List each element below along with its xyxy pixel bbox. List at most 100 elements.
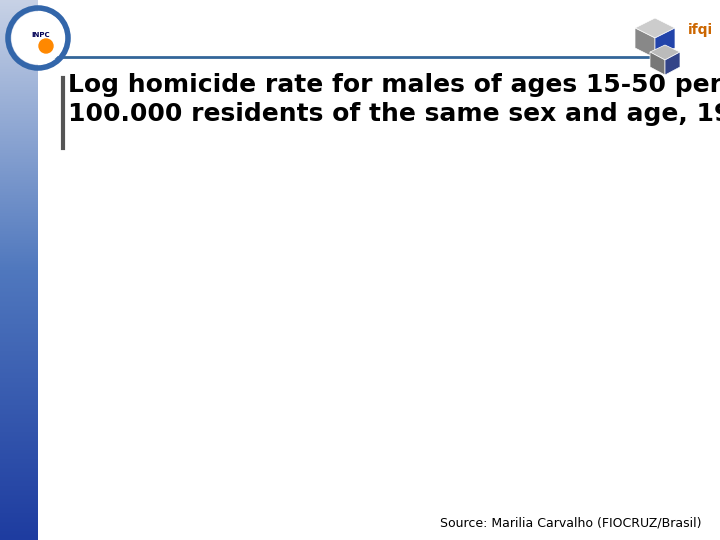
- Bar: [0, 384, 38, 385]
- Bar: [0, 368, 38, 369]
- Bar: [0, 429, 38, 430]
- Bar: [0, 29, 38, 30]
- Bar: [0, 522, 38, 523]
- Bar: [0, 160, 38, 161]
- Bar: [0, 327, 38, 328]
- Bar: [0, 224, 38, 225]
- Bar: [0, 374, 38, 375]
- Bar: [0, 445, 38, 446]
- Bar: [0, 433, 38, 434]
- Bar: [0, 183, 38, 184]
- Bar: [0, 148, 38, 149]
- Bar: [0, 149, 38, 150]
- Bar: [0, 339, 38, 340]
- Bar: [0, 474, 38, 475]
- Bar: [0, 10, 38, 11]
- Bar: [0, 487, 38, 488]
- Bar: [0, 484, 38, 485]
- Bar: [0, 131, 38, 132]
- Bar: [0, 109, 38, 110]
- Bar: [0, 59, 38, 60]
- Bar: [0, 40, 38, 41]
- Bar: [0, 2, 38, 3]
- Bar: [0, 310, 38, 311]
- Bar: [0, 281, 38, 282]
- Bar: [0, 536, 38, 537]
- Bar: [0, 55, 38, 56]
- Bar: [0, 510, 38, 511]
- Bar: [0, 411, 38, 412]
- Bar: [0, 288, 38, 289]
- Bar: [0, 193, 38, 194]
- Bar: [0, 321, 38, 322]
- Bar: [0, 455, 38, 456]
- Bar: [0, 12, 38, 13]
- Bar: [0, 82, 38, 83]
- Polygon shape: [650, 52, 665, 75]
- Bar: [0, 181, 38, 182]
- Bar: [0, 332, 38, 333]
- Bar: [0, 476, 38, 477]
- Bar: [0, 330, 38, 331]
- Bar: [0, 507, 38, 508]
- Text: ifqi: ifqi: [688, 23, 713, 37]
- Bar: [0, 134, 38, 135]
- Bar: [0, 471, 38, 472]
- Bar: [0, 207, 38, 208]
- Bar: [0, 57, 38, 58]
- Bar: [0, 217, 38, 218]
- Bar: [0, 220, 38, 221]
- Bar: [0, 230, 38, 231]
- Bar: [0, 302, 38, 303]
- Bar: [0, 450, 38, 451]
- Bar: [0, 30, 38, 31]
- Bar: [0, 75, 38, 76]
- Bar: [0, 355, 38, 356]
- Bar: [0, 493, 38, 494]
- Bar: [0, 386, 38, 387]
- Bar: [0, 503, 38, 504]
- Bar: [0, 105, 38, 106]
- Bar: [0, 176, 38, 177]
- Bar: [0, 54, 38, 55]
- Polygon shape: [665, 52, 680, 75]
- Bar: [0, 468, 38, 469]
- Bar: [0, 113, 38, 114]
- Bar: [0, 236, 38, 237]
- Bar: [0, 464, 38, 465]
- Bar: [0, 194, 38, 195]
- Bar: [0, 334, 38, 335]
- Bar: [0, 341, 38, 342]
- Bar: [0, 250, 38, 251]
- Bar: [0, 138, 38, 139]
- Bar: [0, 21, 38, 22]
- Bar: [0, 9, 38, 10]
- Bar: [0, 156, 38, 157]
- Bar: [0, 530, 38, 531]
- Bar: [0, 448, 38, 449]
- Bar: [0, 336, 38, 337]
- Bar: [0, 100, 38, 101]
- Bar: [0, 238, 38, 239]
- Bar: [0, 107, 38, 108]
- Bar: [0, 523, 38, 524]
- Bar: [0, 303, 38, 304]
- Bar: [0, 86, 38, 87]
- Bar: [0, 274, 38, 275]
- Bar: [0, 482, 38, 483]
- Bar: [0, 31, 38, 32]
- Bar: [0, 170, 38, 171]
- Bar: [0, 275, 38, 276]
- Bar: [0, 242, 38, 243]
- Bar: [0, 333, 38, 334]
- Bar: [0, 208, 38, 209]
- Polygon shape: [635, 28, 655, 58]
- Bar: [0, 117, 38, 118]
- Bar: [0, 159, 38, 160]
- Bar: [0, 356, 38, 357]
- Bar: [0, 457, 38, 458]
- Bar: [0, 229, 38, 230]
- Bar: [0, 16, 38, 17]
- Bar: [0, 428, 38, 429]
- Bar: [0, 340, 38, 341]
